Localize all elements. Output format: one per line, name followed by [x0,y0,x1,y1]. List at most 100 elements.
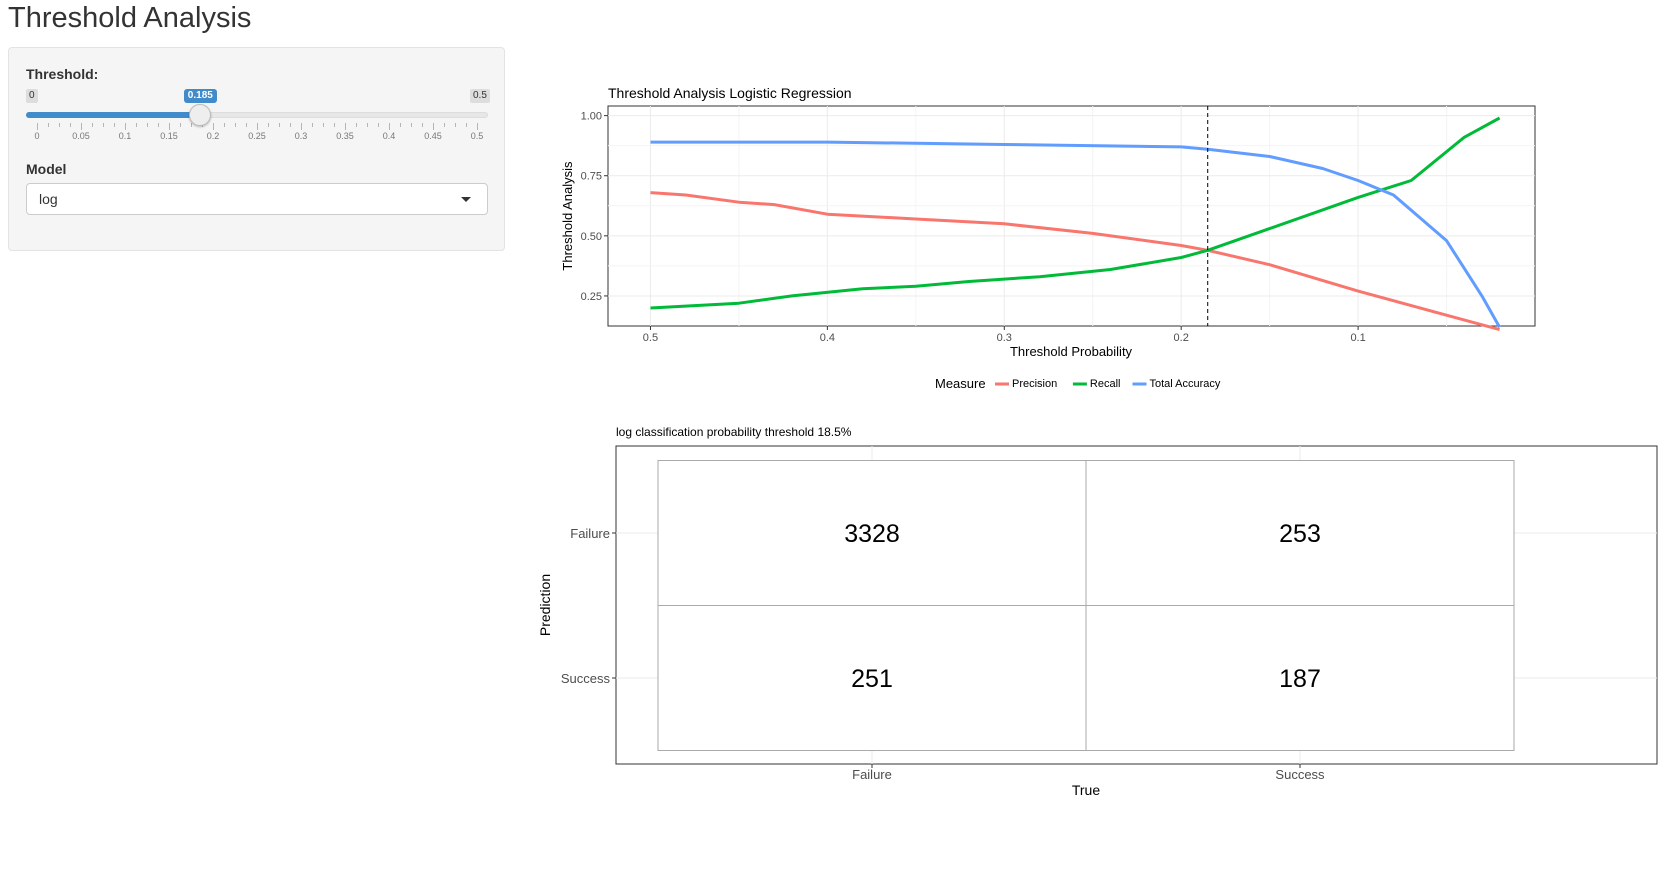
slider-minor-tick [114,123,115,127]
slider-minor-tick [235,123,236,127]
sidebar-panel [8,47,505,251]
y-tick-label: 0.50 [581,231,602,243]
slider-tick [477,123,478,130]
x-axis-label: Threshold Probability [1010,344,1133,359]
slider-tick [389,123,390,130]
slider-minor-tick [334,123,335,127]
y-tick-label: 1.00 [581,111,602,123]
slider-tick [125,123,126,130]
series-line-total-accuracy [650,140,1501,328]
slider-tick-label: 0.25 [248,131,266,141]
slider-tick-label: 0.1 [118,131,132,141]
slider-minor-tick [147,123,148,127]
slider-minor-tick [400,123,401,127]
slider-tick-label: 0.3 [294,131,308,141]
slider-tick [257,123,258,130]
y-tick-label: Failure [570,526,610,541]
slider-minor-tick [356,123,357,127]
slider-minor-tick [92,123,93,127]
slider-tick [169,123,170,130]
x-tick-label: Success [1275,767,1325,782]
y-tick-label: 0.75 [581,171,602,183]
page-title: Threshold Analysis [8,2,252,34]
chart-title: Threshold Analysis Logistic Regression [608,85,852,101]
x-tick-label: 0.4 [820,332,835,344]
slider-tick-label: 0.2 [206,131,220,141]
y-axis-label: Threshold Analysis [560,161,575,271]
matrix-cell [657,605,1087,751]
slider-minor-tick [378,123,379,127]
matrix-cell-value: 3328 [844,520,900,548]
slider-tick-label: 0.5 [470,131,484,141]
slider-minor-tick [367,123,368,127]
slider-tick [301,123,302,130]
matrix-cell-value: 253 [1279,520,1321,548]
model-select-value: log [39,191,58,207]
slider-minor-tick [422,123,423,127]
slider-minor-tick [180,123,181,127]
slider-minor-tick [411,123,412,127]
x-tick-label: 0.2 [1174,332,1189,344]
threshold-line-chart: Threshold Analysis Logistic Regression 0… [560,85,1536,391]
x-tick-label: 0.5 [643,332,658,344]
chevron-down-icon [461,197,471,202]
slider-handle[interactable] [188,104,211,126]
slider-minor-tick [323,123,324,127]
slider-minor-tick [158,123,159,127]
slider-minor-tick [290,123,291,127]
slider-minor-tick [191,123,192,127]
slider-tick [345,123,346,130]
confusion-matrix-chart: log classification probability threshold… [537,425,1658,798]
model-select[interactable]: log [26,183,488,215]
slider-tick-label: 0.15 [160,131,178,141]
slider-minor-tick [224,123,225,127]
slider-tick [213,123,214,130]
series-line-precision [650,191,1500,332]
slider-minor-tick [246,123,247,127]
matrix-x-label: True [1072,782,1100,798]
slider-tick-label: 0.45 [424,131,442,141]
matrix-cell [1085,460,1515,606]
slider-tick-label: 0.35 [336,131,354,141]
slider-tick-label: 0.4 [382,131,396,141]
slider-fill [26,112,200,118]
matrix-cell [1085,605,1515,751]
matrix-title: log classification probability threshold… [616,425,852,439]
slider-min-label: 0 [26,89,38,103]
series-line-recall [650,116,1501,310]
matrix-cell-value: 187 [1279,665,1321,693]
model-label: Model [26,161,67,177]
slider-minor-tick [279,123,280,127]
slider-minor-tick [59,123,60,127]
slider-minor-tick [48,123,49,127]
slider-minor-tick [136,123,137,127]
y-tick-label: Success [561,671,611,686]
x-tick-label: 0.1 [1350,332,1365,344]
slider-minor-tick [70,123,71,127]
slider-minor-tick [103,123,104,127]
legend-label: Precision [1012,378,1057,390]
matrix-cell [657,460,1087,606]
slider-tick [37,123,38,130]
y-tick-label: 0.25 [581,291,602,303]
slider-minor-tick [466,123,467,127]
slider-minor-tick [444,123,445,127]
slider-tick [433,123,434,130]
matrix-cell-value: 251 [851,665,893,693]
slider-value-badge: 0.185 [183,89,217,103]
legend-label: Total Accuracy [1150,378,1221,390]
slider-minor-tick [268,123,269,127]
slider-tick [81,123,82,130]
slider-tick-label: 0 [34,131,40,141]
legend-label: Recall [1090,378,1121,390]
slider-tick-label: 0.05 [72,131,90,141]
x-tick-label: 0.3 [997,332,1012,344]
legend-title: Measure [935,376,986,391]
matrix-y-label: Prediction [537,574,553,636]
slider-max-label: 0.5 [470,89,490,103]
plot-panel [607,105,1536,327]
slider-minor-tick [455,123,456,127]
slider-minor-tick [312,123,313,127]
x-tick-label: Failure [852,767,892,782]
